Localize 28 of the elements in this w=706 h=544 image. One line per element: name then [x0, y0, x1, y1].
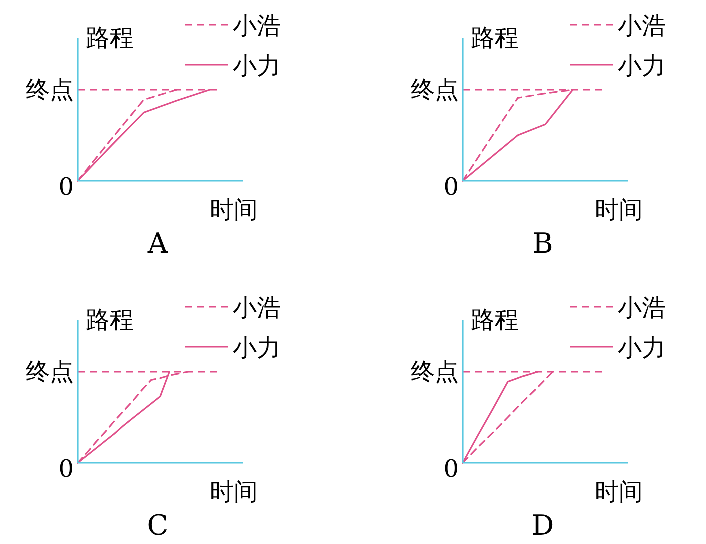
- text: 0: [58, 455, 74, 483]
- legend-label: 小浩: [233, 294, 281, 322]
- legend-label: 小浩: [618, 12, 666, 40]
- y-axis-title: 路程: [471, 306, 519, 334]
- legend-label: 小浩: [233, 12, 281, 40]
- text: C: [147, 509, 169, 542]
- text: 0: [444, 173, 459, 201]
- x-axis-title: 时间: [210, 478, 258, 506]
- ref-line-label: 终点: [411, 358, 459, 386]
- legend-label: 小力: [233, 52, 281, 80]
- y-axis-title: 路程: [471, 24, 519, 52]
- legend-label: 小力: [618, 334, 666, 362]
- legend-label: 小力: [618, 52, 666, 80]
- x-axis-title: 时间: [595, 478, 643, 506]
- ref-line-label: 终点: [26, 76, 74, 104]
- text: 0: [58, 173, 74, 201]
- y-axis-title: 路程: [86, 24, 134, 52]
- text: B: [532, 227, 554, 260]
- text: D: [532, 509, 554, 542]
- text: A: [146, 227, 169, 260]
- y-axis-title: 路程: [86, 306, 134, 334]
- ref-line-label: 终点: [26, 358, 74, 386]
- x-axis-title: 时间: [210, 196, 258, 224]
- x-axis-title: 时间: [595, 196, 643, 224]
- legend-label: 小浩: [618, 294, 666, 322]
- legend-label: 小力: [233, 334, 281, 362]
- text: 0: [444, 455, 459, 483]
- ref-line-label: 终点: [411, 76, 459, 104]
